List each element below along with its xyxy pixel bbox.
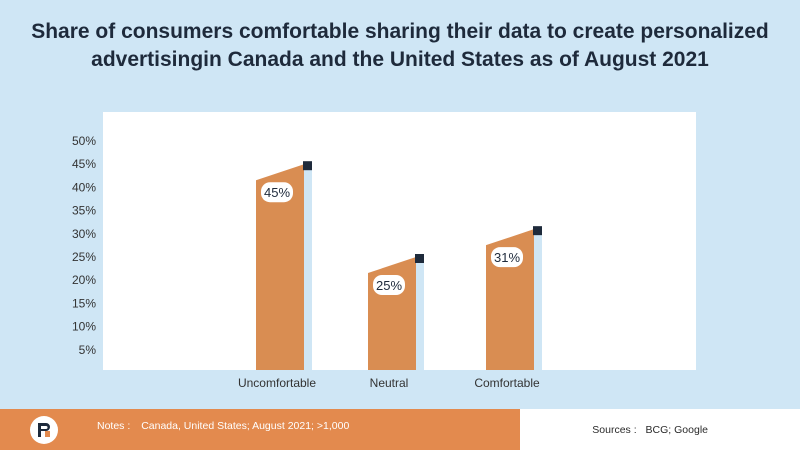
notes-label: Notes : — [97, 420, 131, 432]
data-label: 31% — [494, 250, 520, 265]
y-tick-label: 15% — [72, 296, 96, 310]
y-tick-label: 10% — [72, 320, 96, 334]
chart-title-line-1: Share of consumers comfortable sharing t… — [31, 20, 769, 43]
y-axis: 5% 10% 15% 20% 25% 30% 35% 40% 45% 50% — [72, 134, 96, 357]
bar-chart: 5%10%15%20%25%30%35%40%45%50% 45%25%31% … — [72, 112, 696, 390]
footer: Notes : Canada, United States; August 20… — [0, 409, 800, 450]
chart-title: Share of consumers comfortable sharing t… — [20, 18, 780, 74]
y-tick-label: 45% — [72, 157, 96, 171]
y-tick-label: 20% — [72, 273, 96, 287]
x-axis: Uncomfortable Neutral Comfortable — [238, 376, 540, 390]
sources-text: BCG; Google — [645, 424, 708, 436]
y-tick-label: 25% — [72, 250, 96, 264]
bar-shadow — [303, 162, 312, 370]
bars-group: 45% 25% 31% — [256, 161, 542, 370]
data-label: 25% — [376, 278, 402, 293]
bar-top-marker — [533, 226, 542, 236]
bar — [256, 164, 304, 370]
bar-shadow — [533, 227, 542, 370]
bar-top-marker — [303, 161, 312, 171]
sources: Sources : BCG; Google — [592, 424, 708, 436]
y-tick-label: 40% — [72, 180, 96, 194]
bar-top-marker — [415, 254, 424, 263]
bar — [368, 257, 416, 370]
data-label-pill — [491, 247, 523, 268]
bar-shadow — [415, 255, 424, 370]
sources-label: Sources : — [592, 424, 637, 436]
y-tick-label: 5% — [79, 343, 97, 357]
x-tick-label: Uncomfortable — [238, 376, 316, 390]
logo-icon — [30, 416, 58, 444]
notes: Notes : Canada, United States; August 20… — [97, 420, 349, 432]
chart-title-line-2: advertisingin Canada and the United Stat… — [91, 48, 709, 71]
x-tick-label: Comfortable — [474, 376, 540, 390]
footer-sources-area — [520, 409, 800, 450]
y-tick-label: 50% — [72, 134, 96, 148]
data-label: 45% — [264, 185, 290, 200]
notes-text: Canada, United States; August 2021; >1,0… — [141, 420, 350, 432]
data-label-pill — [373, 275, 405, 295]
y-tick-label: 30% — [72, 227, 96, 241]
data-label-pill — [261, 182, 293, 203]
x-tick-label: Neutral — [370, 376, 409, 390]
y-tick-label: 35% — [72, 204, 96, 218]
